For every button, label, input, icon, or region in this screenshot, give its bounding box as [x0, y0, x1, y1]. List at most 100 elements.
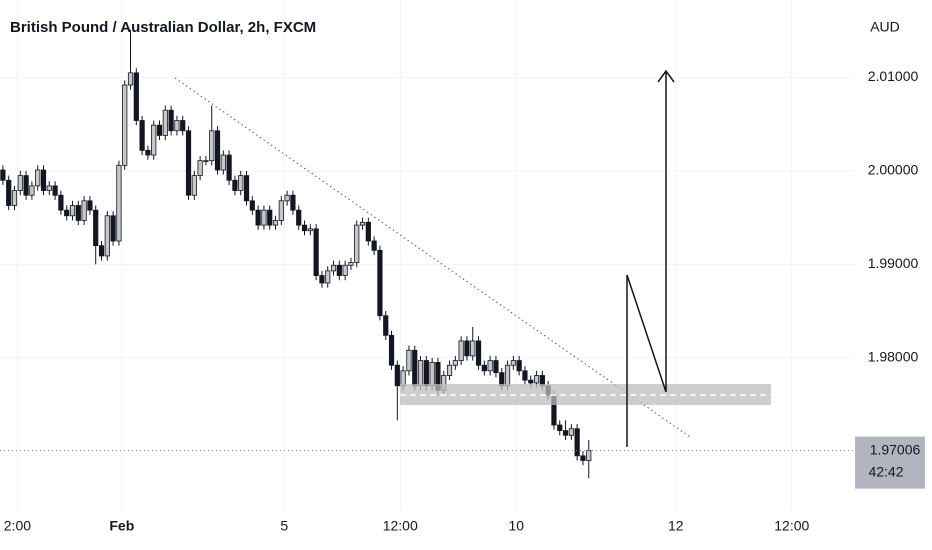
candle-body — [110, 215, 116, 242]
candle-body — [504, 364, 511, 387]
candle-body — [180, 120, 186, 132]
candle-body — [174, 120, 180, 132]
candle-body — [557, 424, 563, 432]
candle-body — [354, 224, 360, 263]
candle-body — [388, 334, 395, 366]
candle-body — [104, 215, 110, 257]
candle-body — [35, 169, 41, 187]
x-tick-label: 12:00 — [774, 518, 809, 534]
candle-body — [394, 364, 400, 387]
candle-body — [301, 224, 308, 232]
candle-body — [516, 360, 522, 372]
x-tick-label: 12:00 — [383, 518, 418, 534]
arrow-head — [657, 69, 675, 83]
candle-body — [568, 428, 574, 436]
candle-body — [307, 228, 313, 232]
x-tick-label: 12 — [668, 518, 684, 534]
candle-body — [336, 264, 342, 276]
grid — [0, 0, 855, 510]
candle-body — [464, 340, 470, 357]
candle-body — [64, 209, 70, 217]
candle-body — [330, 264, 337, 272]
candle-body — [284, 194, 290, 202]
candle-body — [6, 179, 12, 206]
candle-body — [203, 160, 209, 163]
candle-body — [296, 209, 302, 226]
candle-body — [417, 360, 424, 387]
candle-body — [348, 262, 354, 266]
candle-body — [533, 375, 540, 384]
candle-body — [446, 364, 453, 376]
candle-body — [481, 364, 487, 372]
x-tick-label: 10 — [508, 518, 524, 534]
candle-body — [290, 194, 296, 211]
candle-body — [220, 154, 226, 171]
candle-body — [191, 175, 197, 196]
candle-body — [75, 205, 81, 221]
candle-body — [406, 349, 412, 372]
candle-body — [238, 175, 244, 191]
candle-body — [46, 185, 52, 191]
candle-body — [586, 450, 592, 461]
candle-body — [400, 370, 406, 387]
candle-body — [272, 220, 279, 226]
candle-body — [249, 200, 255, 211]
candle-body — [81, 200, 87, 221]
candle-body — [365, 221, 371, 242]
candle-body — [371, 240, 377, 251]
candle-body — [197, 160, 203, 177]
candle-body — [232, 179, 238, 191]
countdown-label: 42:42 — [868, 463, 903, 479]
candle-body — [243, 175, 250, 202]
candle-body — [452, 360, 458, 366]
candle-body — [168, 109, 174, 132]
candle-body — [127, 72, 134, 86]
candle-body — [52, 185, 58, 196]
candle-body — [98, 245, 105, 257]
candle-body — [0, 169, 6, 181]
candle-body — [40, 169, 47, 191]
candle-body — [29, 185, 35, 196]
candle-body — [17, 175, 23, 191]
candle-body — [261, 209, 267, 226]
last-price-label: 1.97006 — [870, 441, 921, 457]
candle-body — [162, 109, 168, 136]
last-price-box — [855, 436, 925, 489]
candle-body — [209, 130, 215, 162]
candle-body — [383, 315, 389, 336]
trendline — [174, 77, 691, 438]
y-tick-label: 2.00000 — [868, 162, 919, 178]
candle-body — [475, 340, 482, 366]
y-tick-label: 1.98000 — [868, 348, 919, 364]
candle-body — [133, 72, 139, 121]
candle-body — [429, 362, 435, 387]
candle-body — [87, 200, 93, 211]
candle-body — [493, 360, 499, 374]
y-tick-label: 2.01000 — [868, 68, 919, 84]
candle-body — [139, 120, 145, 151]
candle-body — [562, 430, 569, 436]
candle-body — [499, 372, 505, 387]
axes: 1.98000 1.99000 2.00000 2.01000 2:00 Feb 5 12:0… — [4, 68, 925, 534]
candle-body — [145, 149, 151, 156]
candle-body — [377, 249, 383, 317]
x-tick-label: Feb — [109, 518, 134, 534]
candle-body — [580, 455, 586, 461]
candle-body — [574, 428, 580, 457]
candle-body — [156, 124, 163, 136]
candle-body — [278, 200, 284, 221]
candle-body — [122, 84, 128, 166]
candle-body — [522, 370, 528, 381]
projection-arrow — [626, 72, 667, 447]
candle-body — [214, 130, 221, 171]
candle-body — [342, 264, 348, 276]
candle-body — [23, 175, 29, 196]
candle-body — [458, 340, 464, 361]
x-tick-label: 5 — [280, 518, 288, 534]
candle-body — [185, 130, 192, 196]
chart-title: British Pound / Australian Dollar, 2h, F… — [10, 19, 316, 36]
candle-body — [69, 205, 76, 217]
candle-body — [151, 124, 157, 156]
candle-body — [359, 221, 366, 226]
